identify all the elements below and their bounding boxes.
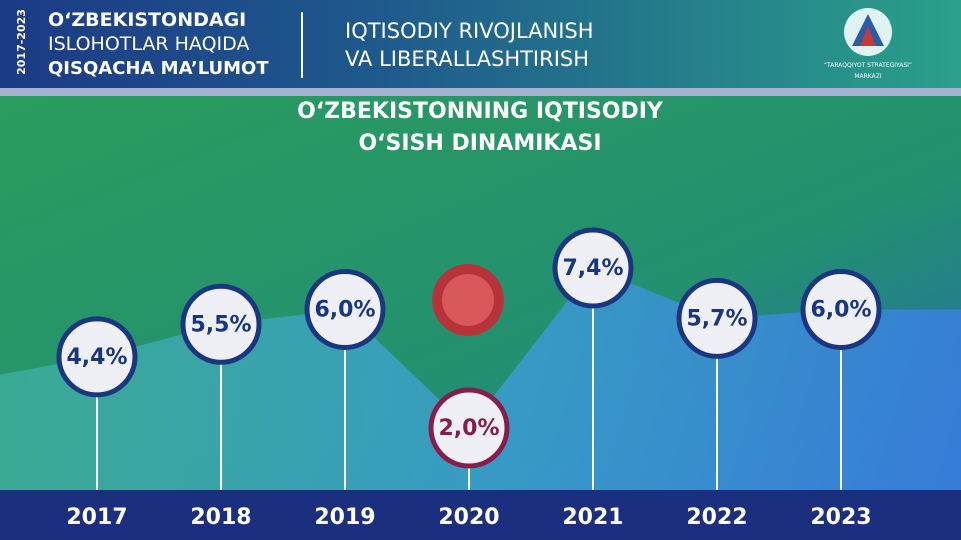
logo-text: “TARAQQIYOT STRATEGIYASI” — [824, 62, 912, 69]
header-title: O‘ZBEKISTONDAGI — [48, 9, 246, 31]
year-label: 2020 — [438, 505, 499, 530]
year-label: 2022 — [686, 505, 747, 530]
topic: VA LIBERALLASHTIRISH — [345, 47, 589, 71]
value-label: 2,0% — [438, 416, 499, 441]
logo — [844, 8, 892, 56]
year-label: 2021 — [562, 505, 623, 530]
year-label: 2019 — [314, 505, 375, 530]
virus-icon — [432, 264, 504, 336]
year-label: 2023 — [810, 505, 871, 530]
years-label: 2017-2023 — [15, 9, 28, 75]
separator — [0, 88, 961, 96]
chart-title: O‘ZBEKISTONNING IQTISODIY — [297, 99, 664, 124]
year-label: 2018 — [190, 505, 251, 530]
value-label: 6,0% — [810, 297, 871, 322]
year-band — [0, 490, 961, 540]
value-bubble — [676, 277, 758, 359]
header-title: QISQACHA MA’LUMOT — [48, 58, 269, 79]
chart-title: O‘SISH DINAMIKASI — [358, 131, 601, 156]
header-band — [0, 0, 961, 88]
value-label: 5,5% — [190, 312, 251, 337]
value-bubble — [552, 227, 634, 309]
logo-text: MARKAZI — [854, 73, 881, 80]
topic: IQTISODIY RIVOJLANISH — [345, 19, 594, 43]
year-label: 2017 — [66, 505, 127, 530]
value-bubble — [180, 283, 262, 365]
value-bubble — [800, 268, 882, 350]
value-label: 6,0% — [314, 297, 375, 322]
value-label: 4,4% — [66, 345, 127, 370]
value-bubble — [428, 387, 510, 469]
header-title: ISLOHOTLAR HAQIDA — [48, 33, 249, 55]
value-bubble — [304, 268, 386, 350]
value-label: 5,7% — [686, 306, 747, 331]
value-bubble — [56, 316, 138, 398]
value-label: 7,4% — [562, 256, 623, 281]
